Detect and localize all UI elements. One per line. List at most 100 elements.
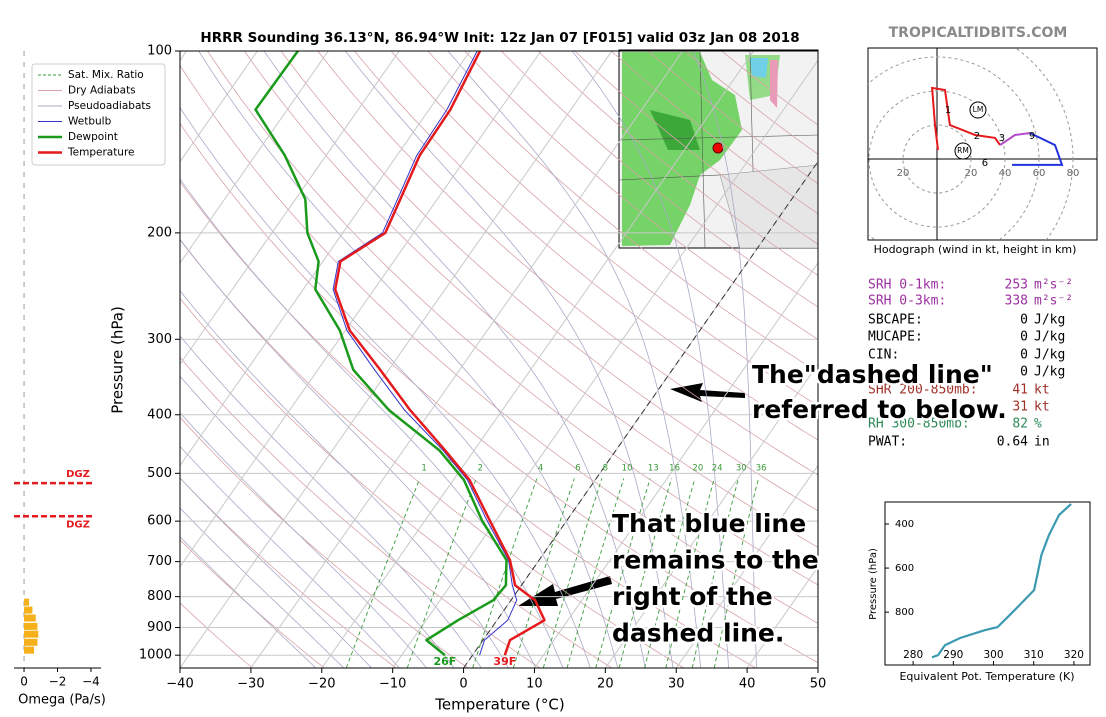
annotation-text: remains to the [612, 546, 819, 575]
omega-bar [24, 598, 30, 606]
pseudoadiabat [180, 445, 400, 668]
hodograph-frame [867, 47, 1098, 241]
grid-line [534, 262, 818, 668]
grid-line [675, 464, 818, 668]
isotherm [180, 51, 542, 568]
x-tick-label: −10 [379, 677, 406, 692]
stat-value: 82 [1012, 417, 1028, 432]
hodo-height-label: 6 [982, 158, 988, 169]
hodo-height-label: 2 [974, 131, 980, 142]
stat-unit: kt [1034, 400, 1050, 415]
pseudoadiabat [180, 507, 345, 668]
pseudoadiabat [180, 477, 372, 668]
y-axis-label: Pressure (hPa) [109, 306, 127, 414]
pseudoadiabat [180, 238, 537, 668]
y-tick-label: 100 [147, 44, 172, 59]
arrow [670, 383, 745, 402]
arrow [518, 576, 612, 606]
x-tick-label: 30 [668, 677, 685, 692]
annotation-text: The"dashed line" [752, 360, 993, 389]
omega-bar [24, 606, 33, 614]
mixing-ratio-line [618, 478, 672, 668]
x-tick-label: 290 [943, 649, 963, 661]
mixing-ratio-label: 30 [736, 464, 747, 474]
stat-value: 41 [1012, 383, 1028, 398]
dry-adiabat [317, 51, 818, 476]
mixing-ratio-line [595, 478, 651, 668]
legend-box [31, 63, 166, 166]
x-tick-label: −20 [308, 677, 335, 692]
storm-motion-label: RM [957, 146, 969, 155]
hodo-tick-label: 80 [1067, 168, 1080, 179]
pseudoadiabat [263, 51, 646, 668]
mixing-ratio-line [691, 478, 739, 668]
legend-label: Dry Adiabats [68, 85, 136, 97]
mixing-ratio-line [713, 478, 759, 668]
thetae-y-label: Pressure (hPa) [868, 548, 879, 620]
x-tick-label: 40 [739, 677, 756, 692]
y-tick-label: 700 [147, 554, 172, 569]
omega-bar [24, 622, 38, 630]
grid-line [604, 363, 818, 668]
hodo-tick-label: 20 [965, 168, 978, 179]
mixing-ratio-line [406, 478, 477, 668]
stat-unit: J/kg [1034, 348, 1065, 363]
y-tick-label: 600 [147, 514, 172, 529]
dry-adiabat [501, 51, 818, 308]
hodo-tick-label: 60 [1033, 168, 1046, 179]
hodo-tick-label: 40 [999, 168, 1012, 179]
x-tick-label: 20 [597, 677, 614, 692]
stat-value: 253 [1005, 278, 1028, 293]
mixing-ratio-label: 6 [575, 464, 580, 474]
y-tick-label: 1000 [139, 648, 172, 663]
hodo-height-label: 1 [945, 105, 951, 116]
stat-value: 0 [1020, 348, 1028, 363]
stat-label: SRH 0-3km: [868, 294, 946, 309]
surface-label: 39F [493, 655, 516, 668]
mixing-ratio-label: 20 [692, 464, 703, 474]
dry-adiabat [243, 51, 818, 548]
isotherm [180, 51, 471, 467]
pseudoadiabat [180, 106, 591, 668]
x-tick-label: 280 [903, 649, 923, 661]
pseudoadiabat [571, 51, 729, 668]
hodo-line [931, 86, 1001, 151]
x-tick-label: −2 [49, 675, 67, 689]
stat-label: PWAT: [868, 435, 907, 450]
omega-bar [24, 614, 36, 622]
y-tick-label: 900 [147, 620, 172, 635]
thetae-line [931, 503, 1072, 659]
stat-unit: m²s⁻² [1034, 278, 1073, 293]
stat-label: SBCAPE: [868, 313, 923, 328]
mixing-ratio-label: 13 [648, 464, 659, 474]
dgz-label: DGZ [66, 519, 90, 530]
freezing-line [463, 160, 818, 668]
dry-adiabat [207, 51, 818, 586]
legend-label: Sat. Mix. Ratio [68, 69, 144, 81]
stat-label: MUCAPE: [868, 330, 923, 345]
mixing-ratio-line [512, 478, 575, 668]
stat-value: 0 [1020, 330, 1028, 345]
hodograph-caption: Hodograph (wind in kt, height in km) [874, 243, 1077, 256]
pseudoadiabat [198, 51, 619, 668]
omega-axis-label: Omega (Pa/s) [18, 693, 106, 708]
x-tick-label: 50 [810, 677, 827, 692]
mixing-ratio-label: 10 [622, 464, 633, 474]
profile-line [332, 51, 518, 656]
pseudoadiabat [447, 51, 702, 668]
pseudoadiabat [180, 290, 509, 668]
dry-adiabat [180, 356, 541, 668]
mixing-ratio-line [472, 478, 538, 668]
mixing-ratio-label: 1 [421, 464, 426, 474]
hodo-ring [1014, 48, 1074, 240]
dry-adiabat [180, 602, 253, 668]
stat-value: 0 [1020, 313, 1028, 328]
hodo-ring [868, 56, 1040, 240]
stat-value: 31 [1012, 400, 1028, 415]
mixing-ratio-line [644, 478, 696, 668]
omega-bar [24, 638, 38, 646]
x-tick-label: −40 [166, 677, 193, 692]
chart-title: HRRR Sounding 36.13°N, 86.94°W Init: 12z… [200, 30, 799, 46]
legend-label: Temperature [67, 147, 135, 159]
